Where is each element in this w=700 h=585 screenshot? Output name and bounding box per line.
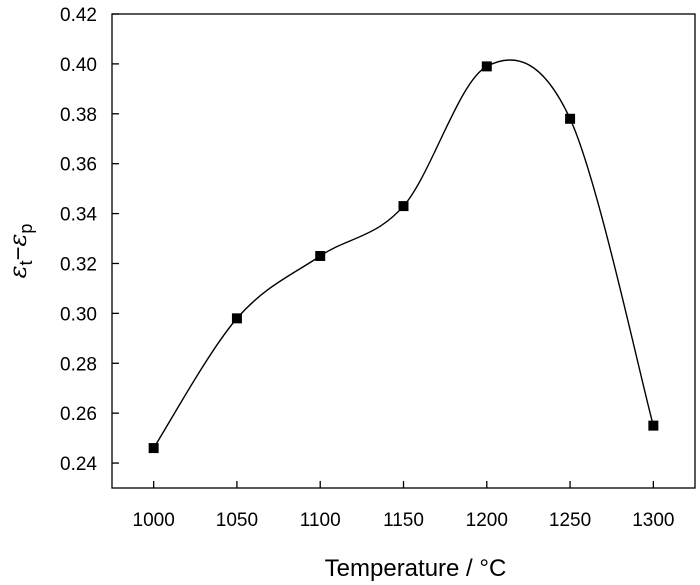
axes-layer xyxy=(111,13,696,489)
data-point-marker xyxy=(565,113,576,124)
y-tick-label: 0.30 xyxy=(60,304,97,325)
data-point-marker xyxy=(231,313,242,324)
y-tick-label: 0.24 xyxy=(60,454,97,475)
x-tick-label: 1050 xyxy=(216,510,258,531)
y-axis-title: εt−εp xyxy=(4,224,36,279)
x-tick-label: 1300 xyxy=(632,510,674,531)
data-point-marker xyxy=(398,201,409,212)
data-point-marker xyxy=(315,250,326,261)
x-axis-title: Temperature / °C xyxy=(325,555,507,582)
y-tick-label: 0.32 xyxy=(60,254,97,275)
x-tick-label: 1200 xyxy=(466,510,508,531)
y-tick-label: 0.42 xyxy=(60,5,97,26)
marker-layer xyxy=(148,61,659,454)
data-point-marker xyxy=(481,61,492,72)
y-tick-label: 0.28 xyxy=(60,354,97,375)
x-tick-label: 1250 xyxy=(549,510,591,531)
x-tick-label: 1100 xyxy=(300,510,341,531)
x-tick-label: 1000 xyxy=(133,510,175,531)
plot-frame xyxy=(111,13,696,489)
y-tick-label: 0.36 xyxy=(60,155,97,176)
series-curve xyxy=(153,59,655,449)
y-tick-label: 0.38 xyxy=(60,105,97,126)
y-tick-label: 0.34 xyxy=(60,205,97,226)
label-layer: 0.24 0.26 0.28 0.30 0.32 0.34 0.36 0.38 0.40 0.42… xyxy=(4,5,674,582)
data-point-marker xyxy=(648,420,659,431)
y-tick-label: 0.40 xyxy=(60,55,97,76)
curve-layer xyxy=(153,59,655,449)
x-tick-label: 1150 xyxy=(383,510,424,531)
y-tick-label: 0.26 xyxy=(60,404,97,425)
data-point-marker xyxy=(148,443,159,454)
